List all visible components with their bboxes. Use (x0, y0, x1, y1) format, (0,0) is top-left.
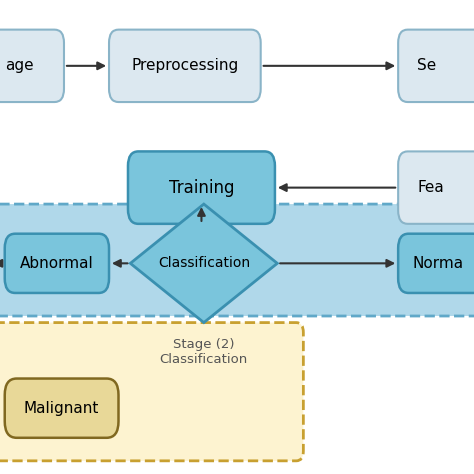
Text: Abnormal: Abnormal (20, 256, 94, 271)
Text: Stage (2)
Classification: Stage (2) Classification (160, 338, 248, 366)
Text: Fea: Fea (417, 180, 444, 195)
FancyBboxPatch shape (5, 379, 118, 438)
FancyBboxPatch shape (128, 151, 275, 224)
Text: Preprocessing: Preprocessing (131, 58, 238, 73)
Text: Classification: Classification (158, 256, 250, 270)
FancyBboxPatch shape (0, 323, 303, 461)
FancyBboxPatch shape (109, 30, 261, 102)
FancyBboxPatch shape (398, 151, 474, 224)
Text: Malignant: Malignant (24, 401, 100, 416)
Text: age: age (5, 58, 33, 73)
FancyBboxPatch shape (398, 234, 474, 293)
FancyBboxPatch shape (398, 30, 474, 102)
Text: Training: Training (169, 179, 234, 197)
FancyBboxPatch shape (0, 30, 64, 102)
Text: Norma: Norma (412, 256, 464, 271)
FancyBboxPatch shape (5, 234, 109, 293)
Polygon shape (130, 204, 277, 323)
Text: Se: Se (417, 58, 437, 73)
FancyBboxPatch shape (0, 204, 474, 316)
